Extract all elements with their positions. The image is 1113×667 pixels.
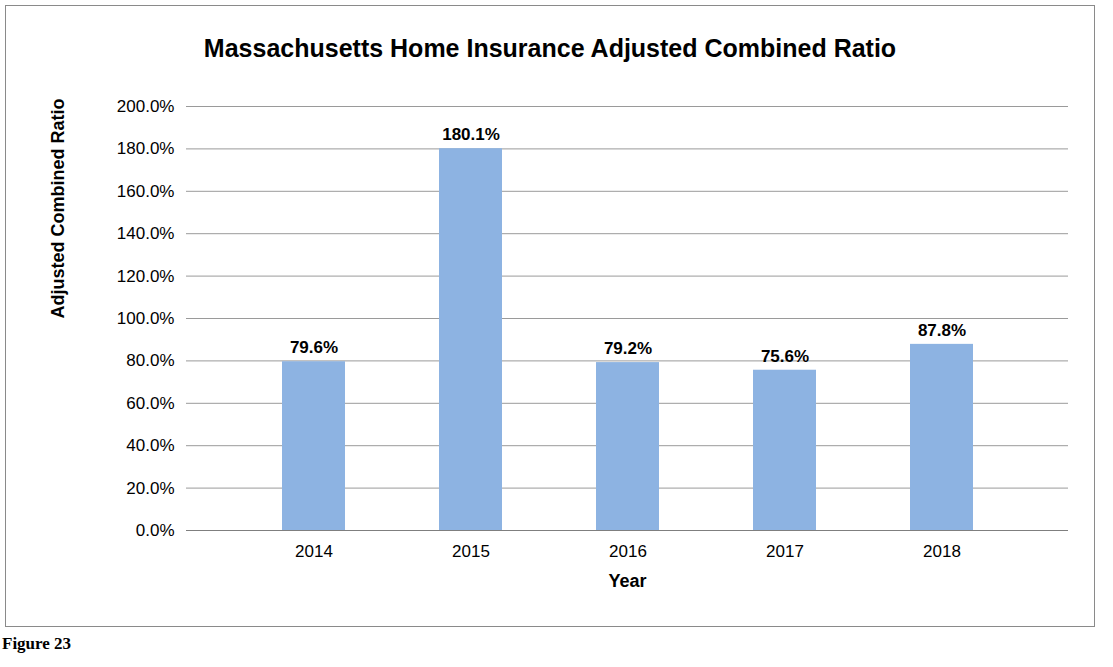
svg-text:87.8%: 87.8% [918,321,966,340]
html-text:Massachusetts Home Insurance A: Massachusetts Home Insurance Adjusted Co… [203,34,897,62]
svg-text:40.0%: 40.0% [126,436,174,455]
svg-text:2016: 2016 [609,542,647,561]
svg-text:140.0%: 140.0% [117,224,175,243]
svg-text:180.0%: 180.0% [117,139,175,158]
svg-text:160.0%: 160.0% [117,182,175,201]
svg-text:Year: Year [608,571,646,591]
svg-text:79.2%: 79.2% [604,339,652,358]
svg-text:200.0%: 200.0% [117,97,175,116]
svg-text:0.0%: 0.0% [136,521,175,540]
svg-text:2017: 2017 [766,542,804,561]
svg-text:79.6%: 79.6% [290,338,338,357]
svg-text:2018: 2018 [923,542,961,561]
svg-text:75.6%: 75.6% [761,347,809,366]
svg-text:2014: 2014 [295,542,333,561]
svg-text:100.0%: 100.0% [117,309,175,328]
html-text:Figure 23: Figure 23 [2,634,72,653]
svg-text:Adjusted Combined Ratio: Adjusted Combined Ratio [48,98,68,318]
svg-text:20.0%: 20.0% [126,479,174,498]
svg-text:120.0%: 120.0% [117,267,175,286]
svg-text:180.1%: 180.1% [442,125,500,144]
svg-text:60.0%: 60.0% [126,394,174,413]
svg-text:80.0%: 80.0% [126,351,174,370]
svg-text:2015: 2015 [452,542,490,561]
